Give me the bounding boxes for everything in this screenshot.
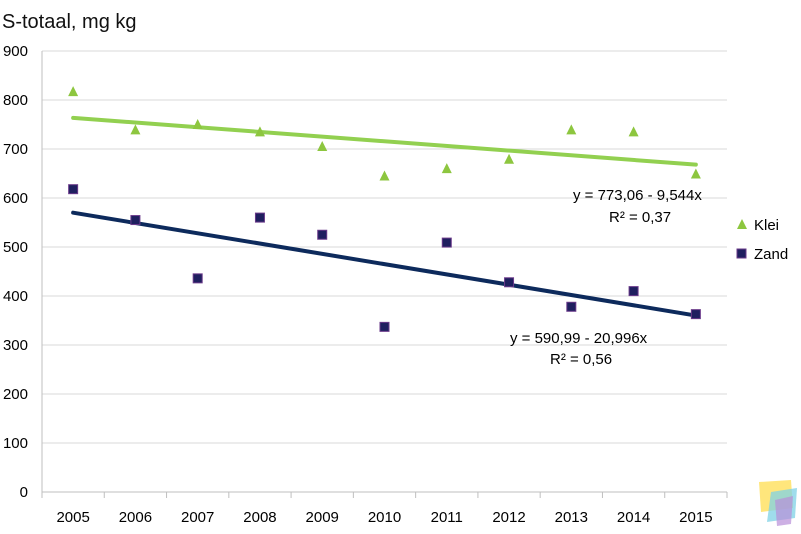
trendline-annotations: y = 773,06 - 9,544x R² = 0,37 y = 590,99… <box>510 187 702 368</box>
klei-point <box>628 126 639 137</box>
legend: Klei Zand <box>736 217 788 263</box>
y-tick-label: 800 <box>3 92 28 109</box>
zand-point <box>690 309 701 320</box>
klei-point <box>504 153 515 164</box>
zand-point <box>130 215 141 226</box>
klei-trend-equation: y = 773,06 - 9,544x <box>573 187 702 204</box>
legend-klei-marker <box>737 219 747 229</box>
y-tick-label: 100 <box>3 435 28 452</box>
y-tick-label: 500 <box>3 239 28 256</box>
y-tick-label: 600 <box>3 190 28 207</box>
zand-point <box>504 277 515 288</box>
zand-point <box>317 229 328 240</box>
klei-point <box>441 163 452 174</box>
x-tick-label: 2011 <box>431 509 463 526</box>
zand-point <box>68 184 79 195</box>
x-tick-label: 2005 <box>56 509 89 526</box>
y-tick-label: 400 <box>3 288 28 305</box>
zand-point <box>441 237 452 248</box>
x-tick-label: 2006 <box>119 509 152 526</box>
y-tick-label: 300 <box>3 337 28 354</box>
x-tick-label: 2014 <box>617 509 650 526</box>
y-axis-ticks: 0 100 200 300 400 500 600 700 800 900 <box>3 43 28 501</box>
x-tick-label: 2015 <box>679 509 712 526</box>
zand-trend-equation: y = 590,99 - 20,996x <box>510 330 648 347</box>
x-tick-label: 2007 <box>181 509 214 526</box>
zand-point <box>566 301 577 312</box>
legend-klei-label: Klei <box>754 217 779 234</box>
legend-zand-marker <box>736 248 747 259</box>
zand-point <box>628 286 639 297</box>
x-tick-label: 2010 <box>368 509 401 526</box>
zand-point <box>192 273 203 284</box>
x-axis-ticks: 2005 2006 2007 2008 2009 2010 2011 2012 2013 2014… <box>56 509 712 526</box>
y-tick-label: 0 <box>20 484 28 501</box>
y-tick-label: 700 <box>3 141 28 158</box>
klei-point <box>317 141 328 152</box>
chart-title: S-totaal, mg kg <box>2 11 137 33</box>
zand-trendline <box>71 210 698 318</box>
klei-point <box>254 126 265 137</box>
x-tick-label: 2013 <box>555 509 588 526</box>
klei-point <box>130 124 141 135</box>
klei-point <box>566 124 577 135</box>
klei-trend-r2: R² = 0,37 <box>609 209 671 226</box>
data-points <box>68 86 701 332</box>
klei-point <box>690 168 701 179</box>
zand-point <box>379 321 390 332</box>
klei-trendline <box>71 115 698 167</box>
x-tick-label: 2009 <box>306 509 339 526</box>
legend-zand-label: Zand <box>754 246 788 263</box>
y-tick-label: 900 <box>3 43 28 60</box>
y-tick-label: 200 <box>3 386 28 403</box>
x-tick-label: 2008 <box>243 509 276 526</box>
x-tick-label: 2012 <box>492 509 525 526</box>
klei-point <box>379 170 390 181</box>
trendlines <box>71 115 698 318</box>
zand-trend-r2: R² = 0,56 <box>550 351 612 368</box>
zand-point <box>254 212 265 223</box>
klei-point <box>192 119 203 130</box>
gridlines <box>41 50 728 498</box>
brand-logo-icon <box>759 480 797 526</box>
klei-point <box>68 86 79 97</box>
